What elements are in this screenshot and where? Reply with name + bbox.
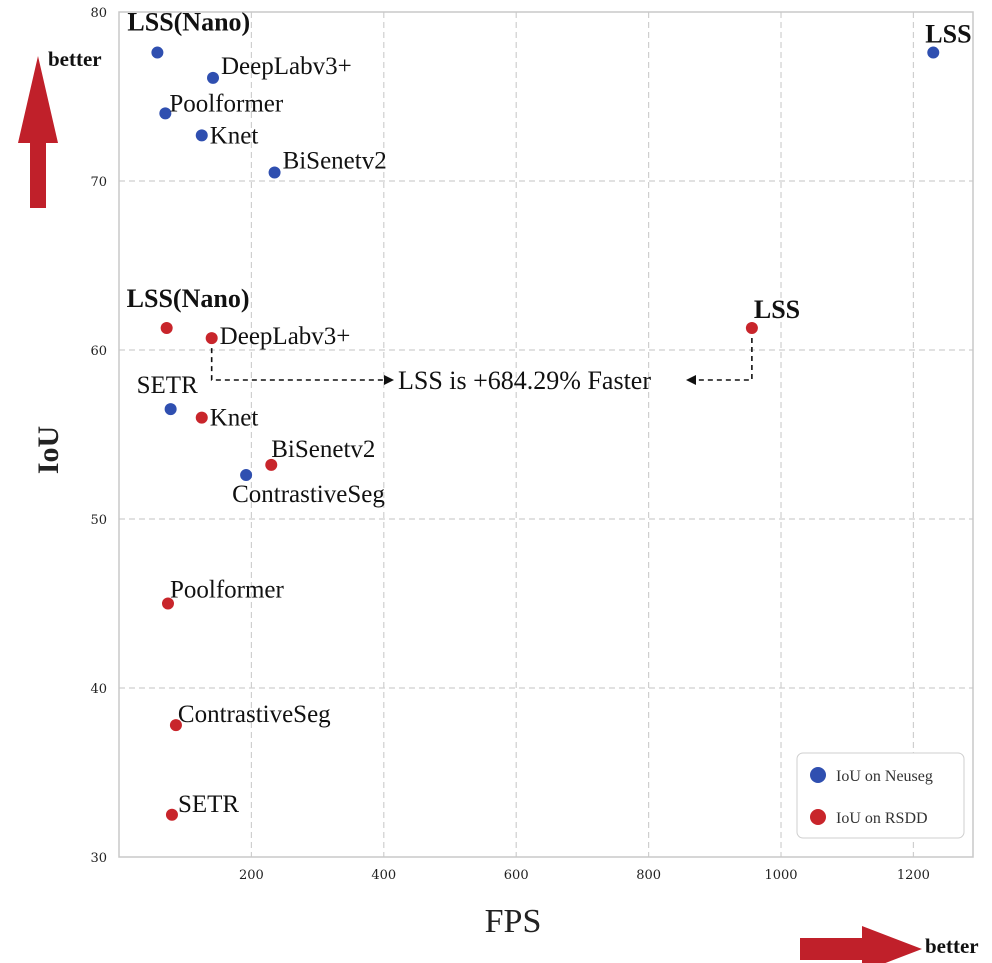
data-point — [159, 107, 172, 120]
data-point — [207, 71, 220, 84]
x-tick-label: 800 — [636, 868, 661, 883]
point-label: SETR — [178, 791, 239, 818]
legend-marker-neuseg — [810, 767, 826, 783]
point-label: BiSenetv2 — [283, 148, 387, 175]
point-label: Poolformer — [170, 577, 285, 604]
point-label: Poolformer — [169, 90, 284, 117]
x-tick-label: 200 — [239, 868, 264, 883]
annotation-arrowhead-right — [384, 375, 394, 385]
point-labels: LSS(Nano) DeepLabv3+ Poolformer Knet BiSenet… — [127, 8, 972, 818]
speed-annotation: LSS is +684.29% Faster — [210, 338, 753, 395]
data-point — [265, 458, 278, 471]
annotation-right-bracket — [694, 338, 753, 381]
up-arrow-icon — [18, 56, 58, 208]
data-point — [164, 403, 177, 416]
data-point — [195, 411, 208, 424]
legend: IoU on Neuseg IoU on RSDD — [796, 752, 965, 839]
y-tick-label: 60 — [90, 344, 107, 359]
data-point — [165, 808, 178, 821]
x-better-label: better — [925, 934, 979, 958]
plot-frame — [118, 11, 974, 858]
point-label: Knet — [210, 122, 259, 149]
legend-label-rsdd: IoU on RSDD — [836, 810, 928, 827]
y-axis-title: IoU — [32, 426, 65, 474]
point-label: LSS — [754, 295, 800, 324]
x-better-indicator: better — [800, 926, 979, 963]
data-point — [268, 166, 281, 179]
point-label: ContrastiveSeg — [178, 701, 331, 728]
data-point — [927, 46, 940, 59]
point-label: LSS(Nano) — [127, 284, 250, 313]
y-tick-label: 70 — [90, 175, 107, 190]
annotation-left-bracket — [210, 348, 386, 381]
point-label: SETR — [137, 372, 198, 399]
x-tick-label: 400 — [371, 868, 396, 883]
legend-marker-rsdd — [810, 809, 826, 825]
y-better-label: better — [48, 47, 102, 71]
data-point — [161, 597, 174, 610]
grid-lines — [119, 12, 973, 857]
data-point — [151, 46, 164, 59]
x-tick-label: 600 — [504, 868, 529, 883]
annotation-arrowhead-left — [686, 375, 696, 385]
right-arrow-icon — [800, 926, 922, 963]
point-label: LSS — [925, 20, 971, 49]
data-point — [169, 719, 182, 732]
data-point — [240, 469, 253, 482]
point-label: LSS(Nano) — [127, 8, 250, 37]
axis-ticks: 200 400 600 800 1000 1200 30 40 50 60 70 80 — [90, 6, 930, 883]
data-point — [195, 129, 208, 142]
legend-box — [796, 752, 965, 839]
legend-label-neuseg: IoU on Neuseg — [836, 768, 933, 785]
data-point — [205, 332, 218, 345]
y-tick-label: 50 — [90, 513, 107, 528]
data-point — [745, 322, 758, 335]
x-tick-label: 1200 — [897, 868, 930, 883]
y-tick-label: 40 — [90, 682, 107, 697]
x-tick-label: 1000 — [764, 868, 797, 883]
point-label: DeepLabv3+ — [220, 323, 351, 350]
annotation-text: LSS is +684.29% Faster — [398, 366, 651, 395]
point-label: BiSenetv2 — [271, 436, 375, 463]
x-axis-title: FPS — [485, 903, 542, 940]
y-tick-label: 30 — [90, 851, 107, 866]
data-points — [151, 46, 940, 821]
point-label: ContrastiveSeg — [232, 481, 385, 508]
y-tick-label: 80 — [90, 6, 107, 21]
data-point — [160, 322, 173, 335]
point-label: DeepLabv3+ — [221, 53, 352, 80]
y-better-indicator: better — [18, 47, 102, 208]
point-label: Knet — [210, 405, 259, 432]
